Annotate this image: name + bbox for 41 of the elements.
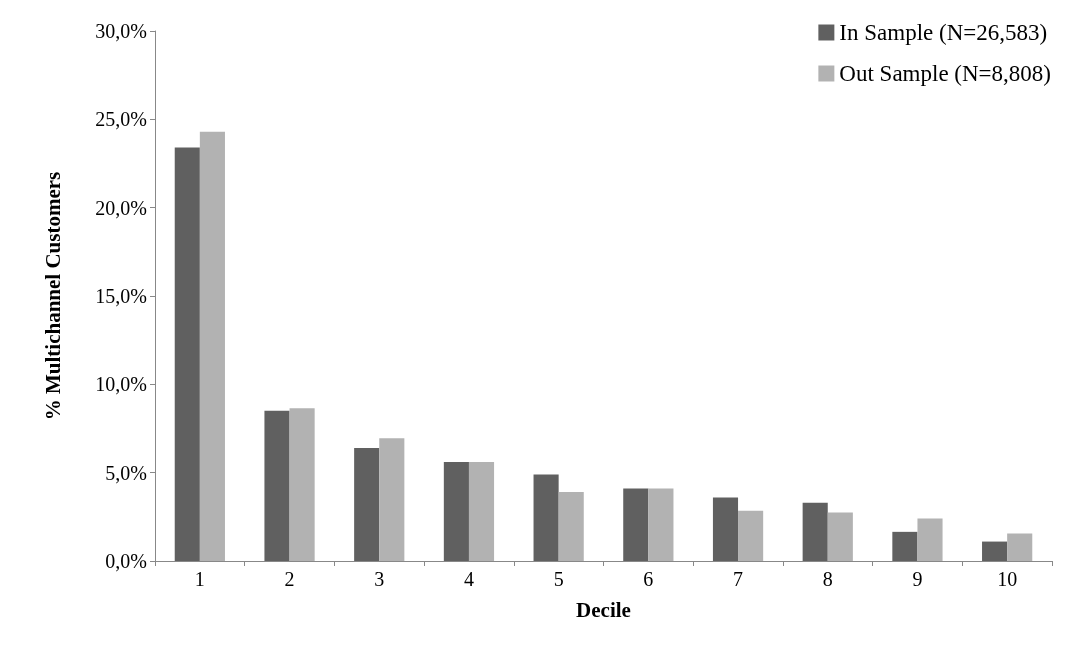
x-tick-label: 2 (284, 568, 295, 590)
bar (648, 488, 674, 561)
y-tick-label: 25,0% (95, 108, 147, 131)
bar (982, 541, 1008, 561)
bar (443, 462, 469, 561)
x-tick-label: 6 (643, 568, 654, 590)
x-tick-label: 7 (733, 568, 744, 590)
x-tick-label: 1 (194, 568, 205, 590)
bar (264, 410, 290, 561)
legend-label: Out Sample (N=8,808) (839, 61, 1051, 86)
bar (917, 518, 943, 561)
bar (354, 447, 380, 561)
bar (289, 408, 315, 561)
bar (174, 147, 200, 561)
x-tick-label: 3 (374, 568, 385, 590)
bar (712, 497, 739, 561)
x-axis-title: Decile (576, 597, 631, 622)
y-tick-label: 5,0% (105, 461, 147, 484)
bar (533, 474, 559, 561)
legend-label: In Sample (N=26,583) (839, 20, 1048, 45)
bar (802, 502, 828, 561)
y-tick-label: 0,0% (105, 550, 147, 572)
x-tick-label: 10 (997, 568, 1018, 590)
y-tick-label: 30,0% (95, 20, 147, 42)
bar (379, 438, 405, 561)
y-tick-label: 10,0% (95, 373, 147, 396)
bar (558, 492, 584, 561)
y-tick-label: 15,0% (95, 285, 147, 307)
bar (199, 131, 225, 561)
bar (1007, 533, 1033, 561)
bar (892, 531, 918, 561)
bar (827, 512, 853, 561)
x-tick-label: 9 (912, 568, 923, 590)
y-axis-title: % Multichannel Customers (40, 171, 65, 421)
y-tick-label: 20,0% (95, 196, 147, 219)
bar (468, 462, 495, 561)
x-tick-label: 5 (553, 568, 564, 590)
bar (623, 488, 649, 561)
x-tick-label: 8 (822, 568, 833, 590)
bar (738, 510, 764, 561)
x-tick-label: 4 (463, 568, 474, 590)
